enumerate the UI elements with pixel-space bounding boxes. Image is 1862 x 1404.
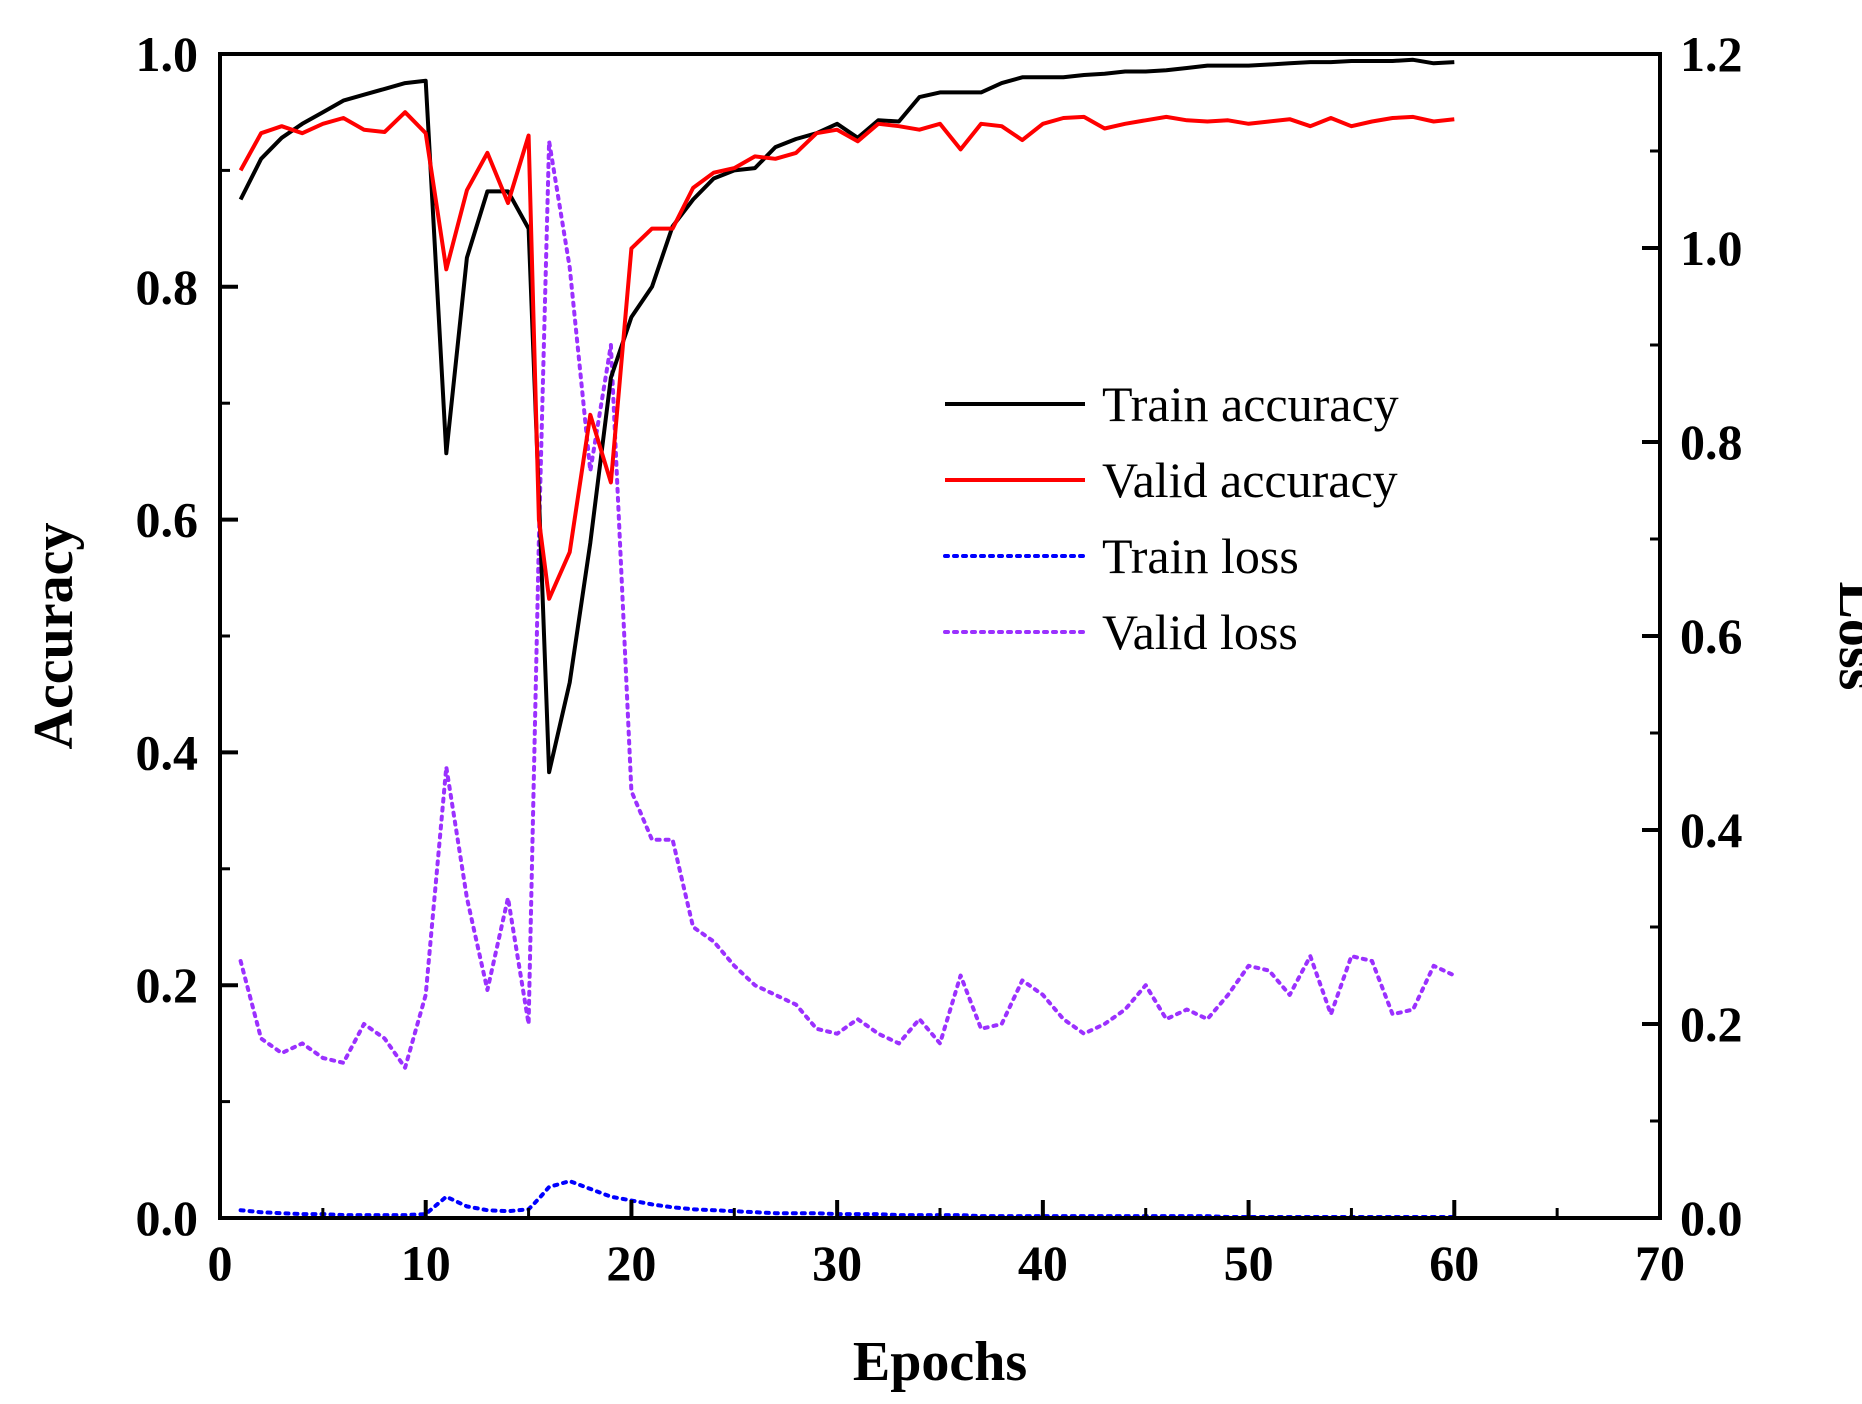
y-left-tick-label: 0.6	[136, 492, 199, 548]
x-axis-title: Epochs	[853, 1331, 1027, 1393]
y-right-tick-label: 0.2	[1680, 996, 1743, 1052]
legend-label: Train loss	[1102, 528, 1299, 584]
y-right-tick-label: 1.2	[1680, 26, 1743, 82]
y-right-tick-label: 0.6	[1680, 608, 1743, 664]
y-left-tick-label: 0.0	[136, 1190, 199, 1246]
x-tick-label: 50	[1224, 1235, 1274, 1291]
x-tick-label: 70	[1635, 1235, 1685, 1291]
y-right-tick-label: 0.4	[1680, 802, 1743, 858]
x-tick-label: 20	[606, 1235, 656, 1291]
x-tick-label: 30	[812, 1235, 862, 1291]
legend-label: Valid loss	[1102, 604, 1298, 660]
y-right-tick-label: 0.0	[1680, 1190, 1743, 1246]
legend: Train accuracy Valid accuracy Train loss Va…	[943, 376, 1399, 660]
legend-label: Train accuracy	[1102, 376, 1399, 432]
y-right-tick-label: 0.8	[1680, 414, 1743, 470]
y-left-tick-label: 0.2	[136, 957, 199, 1013]
legend-label: Valid accuracy	[1102, 452, 1398, 508]
y-right-axis: 0.0 0.2 0.4 0.6 0.8 1.0 1.2	[1642, 26, 1743, 1246]
series-line-valid-loss	[238, 139, 1457, 1070]
x-tick-label: 10	[401, 1235, 451, 1291]
y-left-tick-label: 0.8	[136, 259, 199, 315]
y-left-axis-title: Accuracy	[23, 522, 85, 749]
y-left-axis: 0.0 0.2 0.4 0.6 0.8 1.0	[136, 26, 238, 1246]
series-line-train-accuracy	[238, 57, 1455, 775]
y-right-tick-label: 1.0	[1680, 220, 1743, 276]
x-tick-label: 0	[208, 1235, 233, 1291]
x-tick-label: 40	[1018, 1235, 1068, 1291]
y-left-tick-label: 0.4	[136, 724, 199, 780]
y-right-axis-title: Loss	[1827, 582, 1862, 691]
series-line-valid-accuracy	[238, 110, 1455, 601]
y-left-tick-label: 1.0	[136, 26, 199, 82]
series-line-train-loss	[238, 1179, 1457, 1219]
x-axis: 0 10 20 30 40 50 60 70	[208, 1200, 1685, 1291]
x-tick-label: 60	[1429, 1235, 1479, 1291]
